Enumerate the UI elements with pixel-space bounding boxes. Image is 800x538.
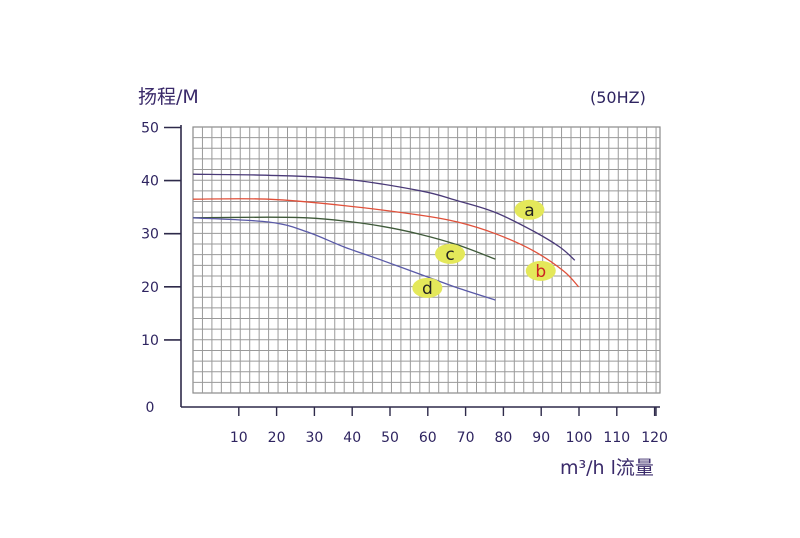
x-tick-label: 90 bbox=[532, 430, 550, 446]
curve-label-badge-c bbox=[435, 243, 466, 264]
axes bbox=[180, 125, 660, 408]
x-tick-label: 30 bbox=[305, 430, 323, 446]
x-tick-label: 40 bbox=[343, 430, 361, 446]
x-tick-label: 20 bbox=[268, 430, 286, 446]
y-tick-label: 40 bbox=[141, 174, 159, 190]
x-tick-label: 110 bbox=[603, 430, 630, 446]
curve-label-badge-d bbox=[412, 277, 443, 298]
y-tick-label: 30 bbox=[141, 227, 159, 243]
y-tick-label: 20 bbox=[141, 280, 159, 296]
x-axis-ticks: 10 20 30 40 50 60 70 80 90 100 110 120 bbox=[230, 407, 668, 446]
curve-c bbox=[192, 216, 496, 260]
x-tick-label: 120 bbox=[641, 430, 668, 446]
curve-label-c: c bbox=[445, 245, 454, 265]
x-tick-label: 80 bbox=[494, 430, 512, 446]
curve-label-d: d bbox=[422, 279, 433, 299]
curve-a bbox=[192, 173, 576, 261]
curve-b bbox=[192, 198, 580, 288]
x-tick-label: 50 bbox=[381, 430, 399, 446]
y-axis-ticks: 0 10 20 30 40 50 bbox=[141, 121, 181, 416]
x-tick-label: 70 bbox=[457, 430, 475, 446]
curve-labels: a b cd bbox=[412, 199, 556, 299]
grid-lines bbox=[192, 126, 661, 394]
x-tick-label: 10 bbox=[230, 430, 248, 446]
frequency-annotation: (50HZ) bbox=[590, 88, 646, 107]
x-tick-label: 60 bbox=[419, 430, 437, 446]
curve-label-badge-a bbox=[514, 199, 545, 220]
curve-d bbox=[192, 217, 496, 301]
curve-label-a: a bbox=[524, 201, 534, 221]
y-tick-label: 0 bbox=[146, 400, 155, 416]
x-tick-label: 100 bbox=[566, 430, 593, 446]
curve-label-b: b bbox=[535, 262, 546, 282]
y-tick-label: 50 bbox=[141, 121, 159, 137]
x-axis-title: m³/h l流量 bbox=[560, 457, 654, 479]
curve-label-badge-b bbox=[525, 260, 556, 281]
grid-frame bbox=[192, 126, 661, 394]
curves bbox=[192, 173, 580, 301]
y-axis-title: 扬程/M bbox=[138, 86, 199, 108]
y-tick-label: 10 bbox=[141, 333, 159, 349]
